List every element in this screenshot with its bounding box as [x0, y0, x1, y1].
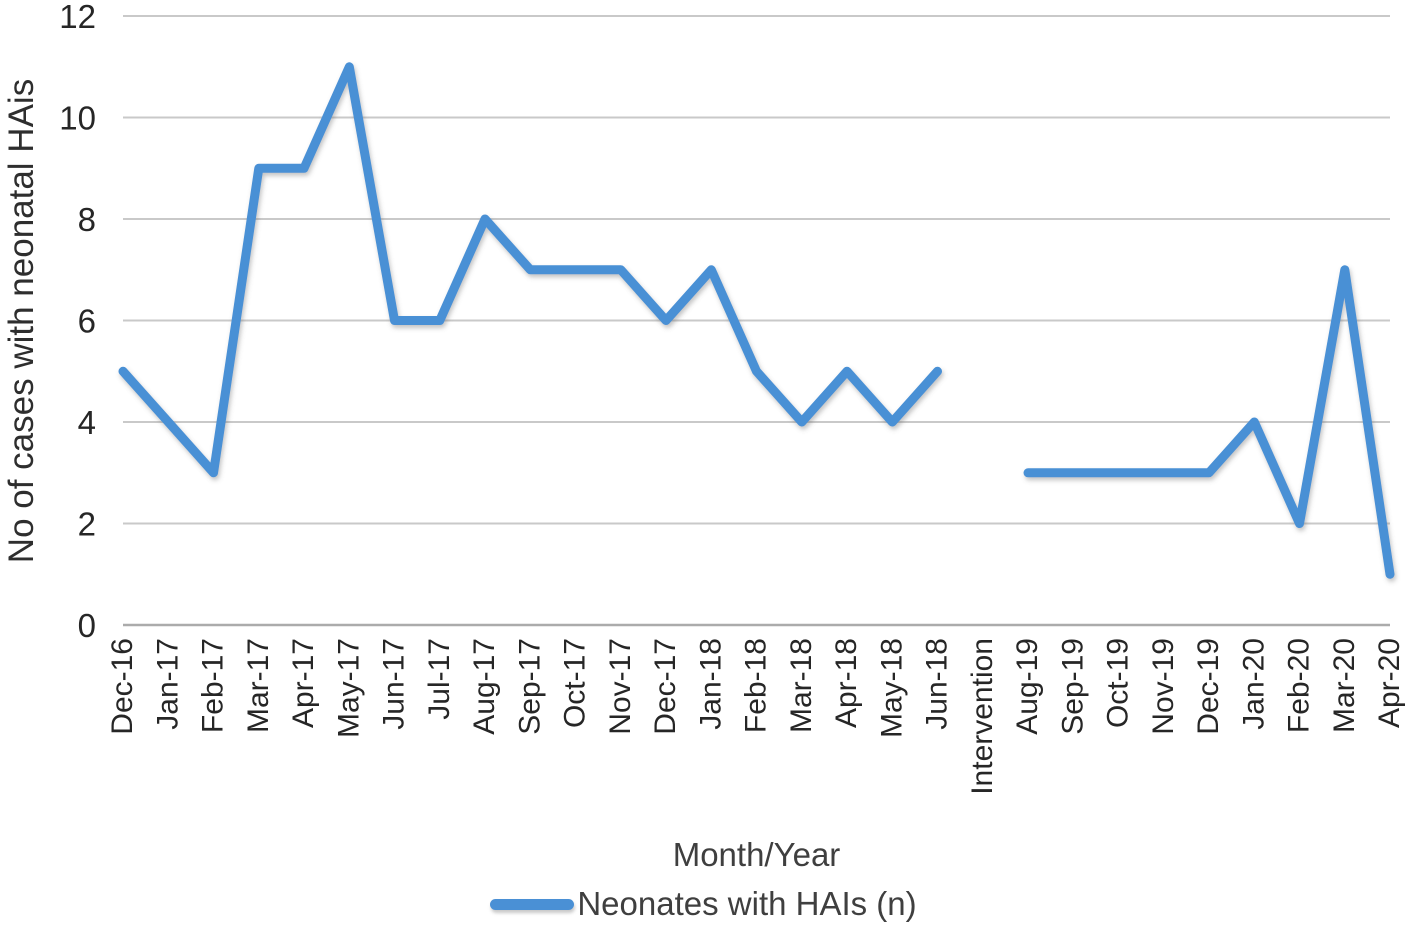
- x-tick-label: Sep-19: [1056, 638, 1089, 735]
- x-tick-label: Dec-19: [1192, 638, 1225, 735]
- x-tick-label: Dec-17: [649, 638, 682, 735]
- x-tick-label: Apr-18: [830, 638, 863, 728]
- x-tick-label: Mar-20: [1328, 638, 1361, 733]
- gridlines: [123, 15, 1390, 627]
- x-tick-label: Intervention: [966, 638, 999, 795]
- y-tick-label: 12: [59, 0, 96, 35]
- series-lines: [118, 62, 1395, 579]
- legend: Neonates with HAIs (n): [0, 882, 1407, 926]
- y-tick-label: 8: [78, 201, 96, 238]
- x-tick-label: Apr-17: [287, 638, 320, 728]
- x-tick-label: May-17: [332, 638, 365, 738]
- x-tick-label: Jun-17: [378, 638, 411, 730]
- legend-series-label: Neonates with HAIs (n): [577, 885, 917, 922]
- x-tick-label: Nov-19: [1147, 638, 1180, 735]
- chart-plot-area: 0 2 4 6 8 10 12 Dec-16 Jan-17 Feb-17 Mar-17 Apr-17…: [2, 0, 1406, 795]
- x-tick-label: May-18: [875, 638, 908, 738]
- y-tick-label: 6: [78, 303, 96, 340]
- x-tick-label: Aug-17: [468, 638, 501, 735]
- x-axis-title: Month/Year: [672, 836, 841, 873]
- x-tick-label: Sep-17: [513, 638, 546, 735]
- y-tick-label: 10: [59, 100, 96, 137]
- x-tick-label: Oct-19: [1102, 638, 1135, 728]
- y-tick-label: 4: [78, 404, 96, 441]
- x-tick-label: Oct-17: [559, 638, 592, 728]
- y-tick-label: 0: [78, 607, 96, 644]
- x-tick-label: Feb-17: [197, 638, 230, 733]
- x-tick-label: Mar-18: [785, 638, 818, 733]
- legend-line-marker: [490, 898, 575, 910]
- x-tick-label: Dec-16: [106, 638, 139, 735]
- x-tick-label: Jan-18: [694, 638, 727, 730]
- x-tick-label: Feb-20: [1283, 638, 1316, 733]
- series-line: [118, 62, 1395, 579]
- x-tick-label: Jun-18: [921, 638, 954, 730]
- x-tick-label: Apr-20: [1373, 638, 1406, 728]
- x-tick-label: Nov-17: [604, 638, 637, 735]
- x-tick-label: Jan-20: [1237, 638, 1270, 730]
- x-tick-label: Jul-17: [423, 638, 456, 720]
- y-axis-title: No of cases with neonatal HAis: [2, 79, 41, 563]
- x-tick-label: Aug-19: [1011, 638, 1044, 735]
- y-axis-tick-labels: 0 2 4 6 8 10 12: [59, 0, 96, 644]
- x-tick-label: Mar-17: [242, 638, 275, 733]
- x-tick-label: Jan-17: [151, 638, 184, 730]
- y-tick-label: 2: [78, 506, 96, 543]
- x-axis-tick-labels: Dec-16 Jan-17 Feb-17 Mar-17 Apr-17 May-17 Jun-…: [106, 638, 1406, 795]
- x-tick-label: Feb-18: [740, 638, 773, 733]
